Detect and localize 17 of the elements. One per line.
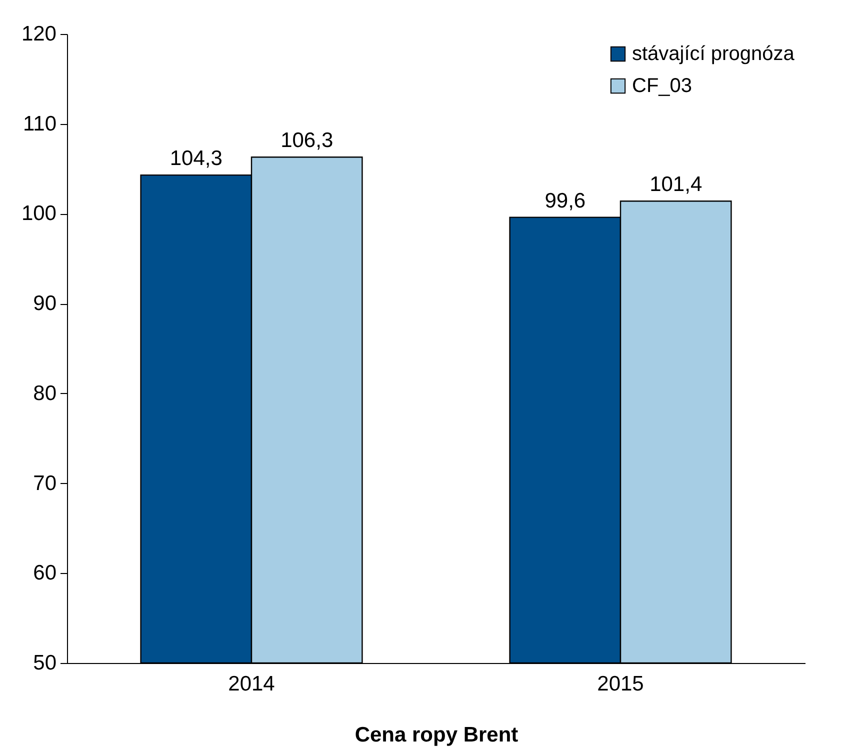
y-tick-label: 100 <box>21 202 56 226</box>
x-axis-title: Cena ropy Brent <box>354 724 518 746</box>
x-tick-label: 2015 <box>597 672 644 696</box>
legend-label: stávající prognóza <box>632 43 796 65</box>
y-tick-label: 110 <box>23 112 56 136</box>
data-label: 106,3 <box>280 129 334 152</box>
legend-label: CF_03 <box>632 75 692 97</box>
data-label: 104,3 <box>170 147 222 170</box>
y-tick-label: 120 <box>21 22 56 46</box>
data-label: 101,4 <box>650 173 702 196</box>
x-tick-label: 2014 <box>228 672 276 696</box>
y-tick-label: 60 <box>33 562 56 585</box>
y-tick-label: 70 <box>33 472 56 495</box>
y-tick-label: 90 <box>33 292 56 316</box>
y-tick-label: 80 <box>33 382 56 405</box>
y-tick-label: 50 <box>33 652 56 674</box>
data-label: 99,6 <box>544 189 586 212</box>
